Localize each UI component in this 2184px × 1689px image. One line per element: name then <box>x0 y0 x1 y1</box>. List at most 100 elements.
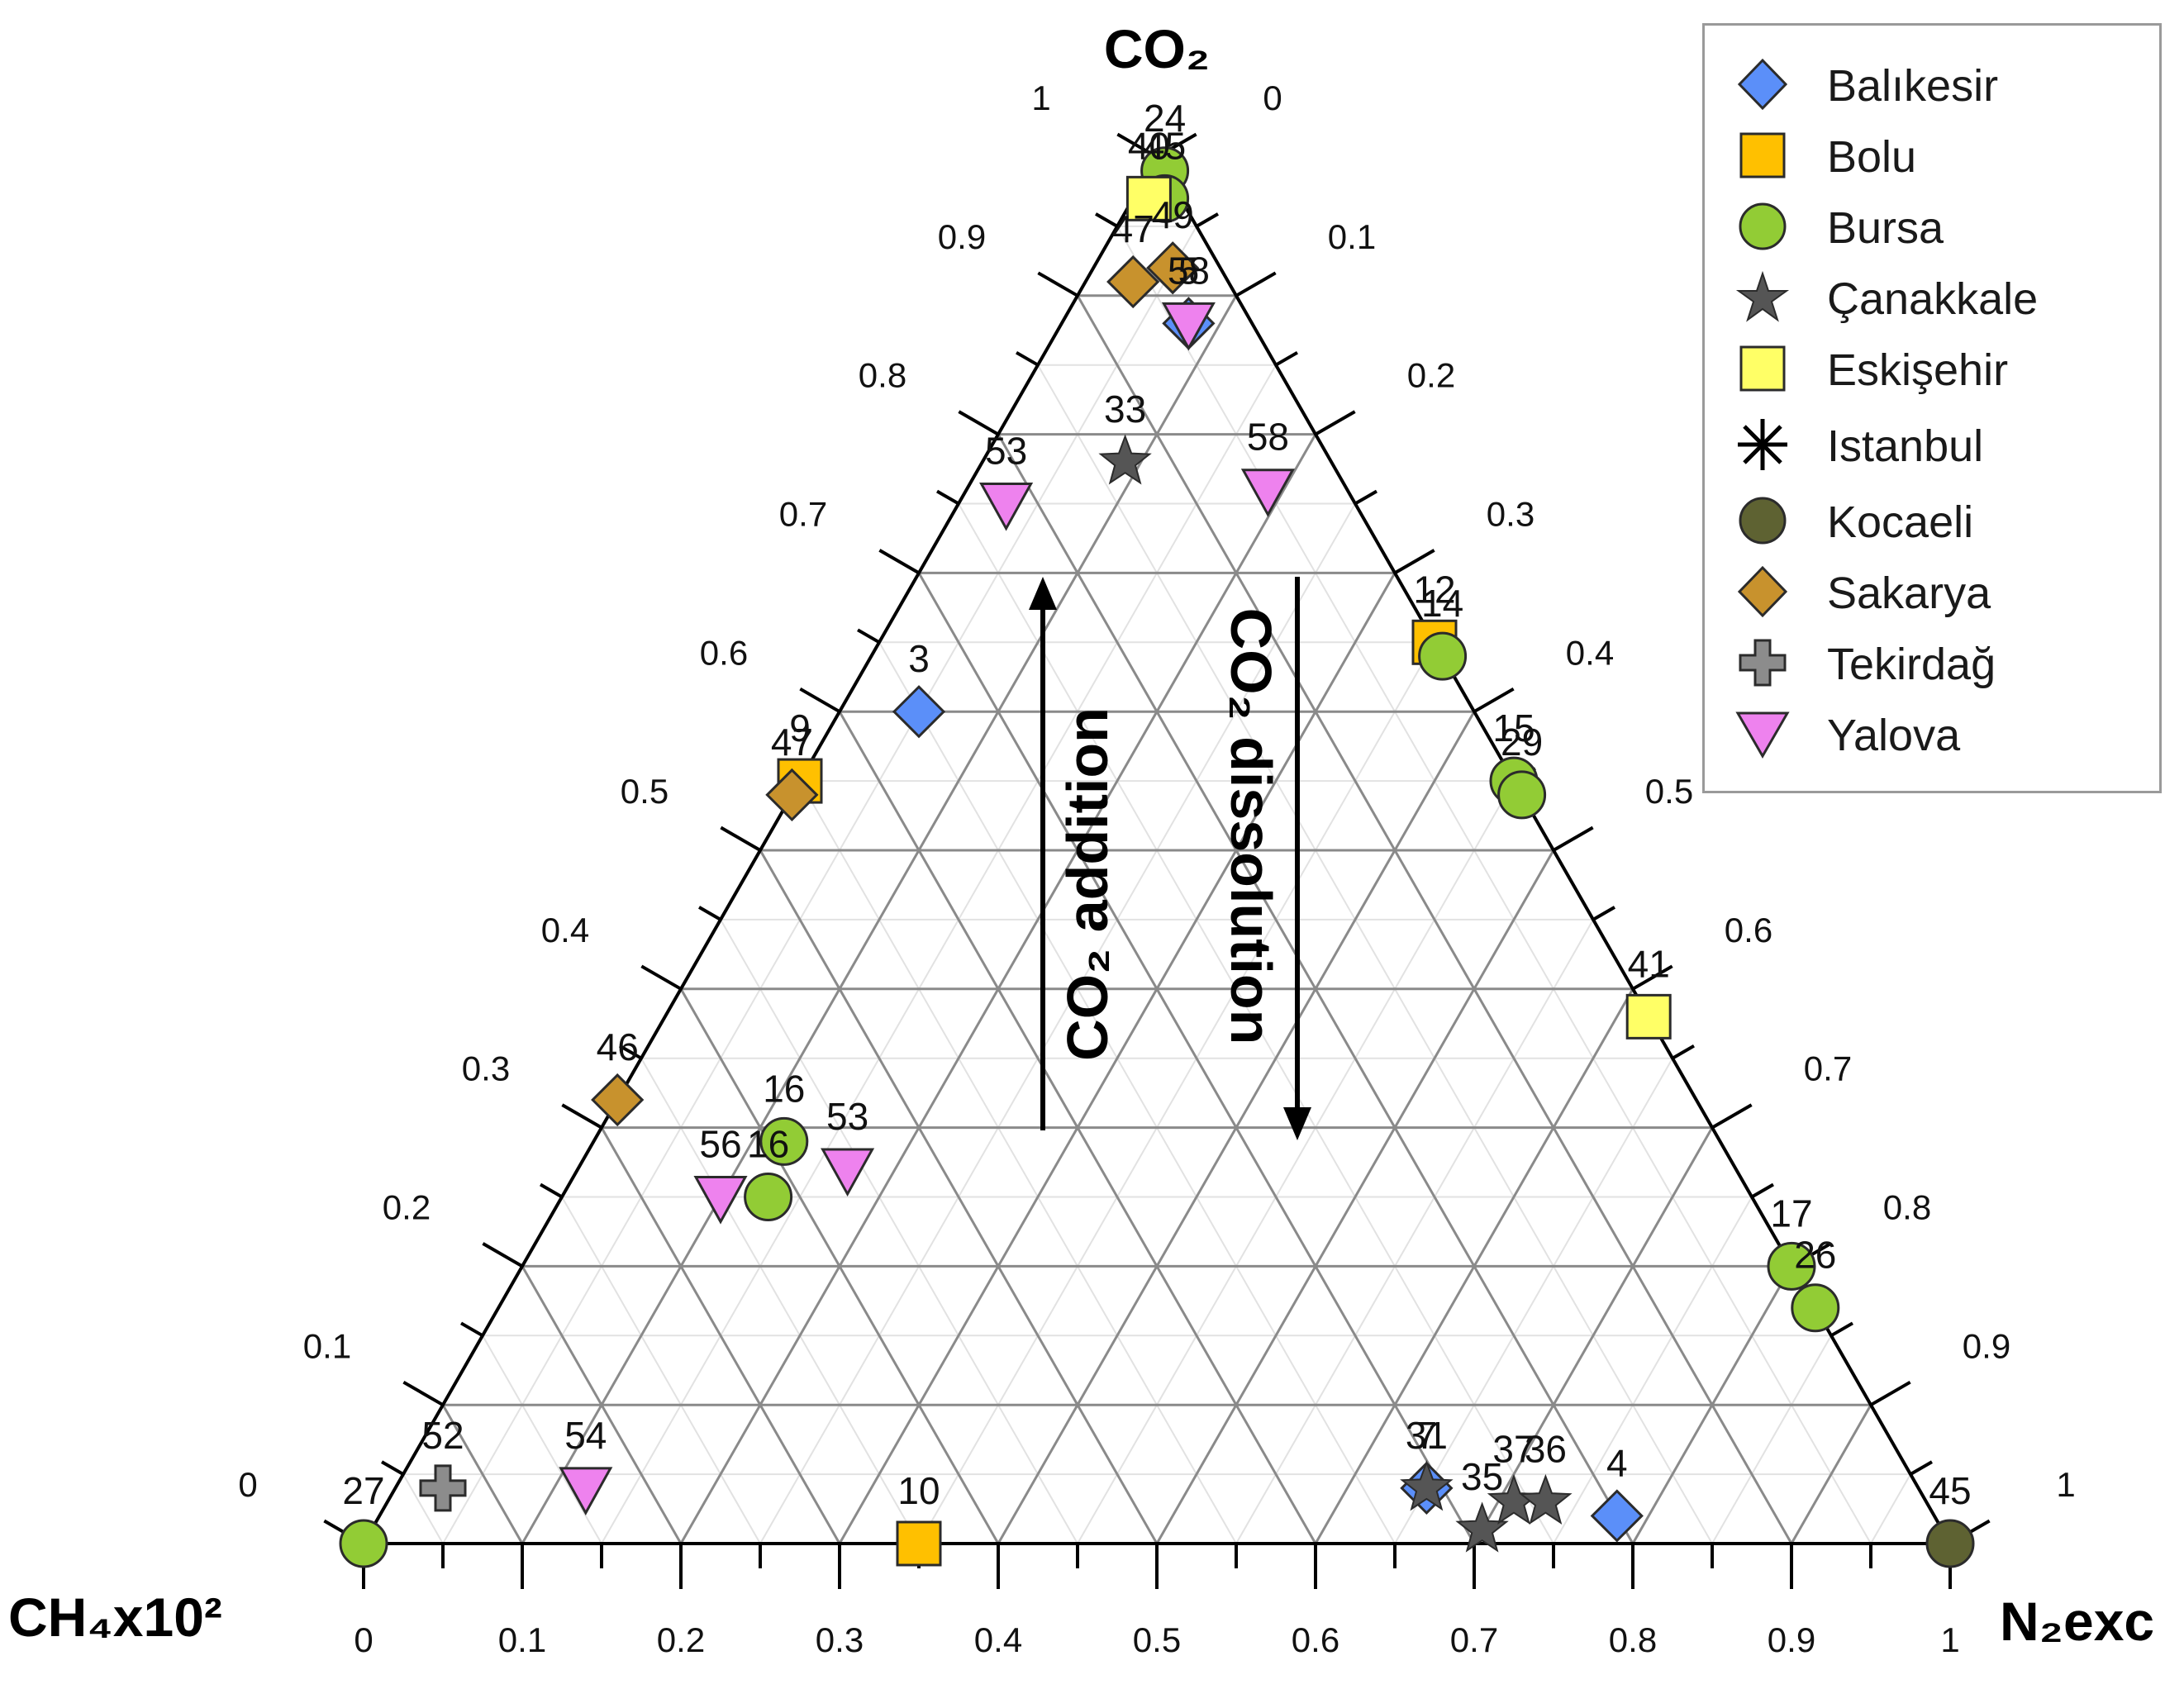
legend-item-bolu: Bolu <box>1705 120 2159 186</box>
legend-item-canakkale: Çanakkale <box>1705 262 2159 328</box>
legend-item-kocaeli: Kocaeli <box>1705 485 2159 551</box>
left-tick <box>640 964 683 991</box>
point-label: 47 <box>1112 207 1154 250</box>
legend-label: Balıkesir <box>1827 61 1999 111</box>
left-tick-label: 0.8 <box>859 356 906 395</box>
point-yalova-58 <box>1161 302 1216 351</box>
point-label: 24 <box>1144 97 1186 140</box>
left-tick-label: 0.3 <box>462 1049 510 1088</box>
point-anakkale-31 <box>1400 1460 1454 1511</box>
right-tick-label: 0.9 <box>1963 1326 2010 1365</box>
legend-item-yalova: Yalova <box>1705 698 2159 764</box>
circle-marker-icon <box>1739 497 1787 545</box>
right-tick-label: 0.2 <box>1407 356 1455 395</box>
left-tick <box>857 628 881 645</box>
minor-grid-line <box>1553 1197 1753 1544</box>
right-tick <box>1314 410 1356 436</box>
right-tick-label: 1 <box>2056 1465 2075 1504</box>
left-tick <box>460 1321 484 1338</box>
diamond-marker-icon <box>1737 565 1788 618</box>
point-bursa-27 <box>339 1519 388 1568</box>
bottom-tick-label: 1 <box>1940 1620 1959 1659</box>
minor-grid-line <box>1116 226 1872 1544</box>
co2-dissolution-label: CO₂ dissolution <box>1219 608 1283 1045</box>
point-bursa-17 <box>1767 1241 1816 1291</box>
bottom-tick-label: 0.1 <box>498 1620 546 1659</box>
legend-label: Tekirdağ <box>1827 640 1996 689</box>
point-label: 52 <box>421 1414 464 1457</box>
point-label: 36 <box>1525 1428 1567 1471</box>
bottom-tick-label: 0.8 <box>1609 1620 1657 1659</box>
star-marker-icon <box>1735 270 1790 322</box>
minor-grid-line <box>640 1058 920 1544</box>
left-tick <box>878 549 921 575</box>
point-label: 58 <box>1168 249 1210 292</box>
minor-grid-line <box>482 1335 602 1544</box>
major-grid-line <box>1790 1404 1872 1544</box>
right-tick <box>1750 1182 1774 1199</box>
right-tick <box>1631 964 1673 991</box>
point-yalova-54 <box>559 1467 613 1515</box>
right-tick <box>1909 1460 1933 1476</box>
point-label: 31 <box>1406 1414 1448 1457</box>
point-label: 47 <box>771 721 813 764</box>
minor-grid-line <box>402 1473 444 1544</box>
left-tick <box>698 906 722 921</box>
point-balkesir-4 <box>1590 1489 1644 1543</box>
point-label: 40 <box>1128 124 1170 167</box>
minor-grid-line <box>442 226 1197 1544</box>
left-tick <box>619 1044 643 1060</box>
point-label: 4 <box>1606 1441 1628 1484</box>
point-label: 37 <box>1492 1428 1535 1471</box>
major-grid-line <box>917 572 1476 1544</box>
left-tick <box>482 1242 524 1268</box>
minor-grid-line <box>1037 364 1713 1544</box>
co2-addition-arrow <box>1029 577 1057 1130</box>
point-label: 12 <box>1413 568 1455 611</box>
right-tick <box>1830 1321 1853 1338</box>
minor-grid-line <box>958 503 1554 1544</box>
left-tick <box>561 1103 603 1130</box>
right-tick <box>1671 1044 1695 1060</box>
legend-label: Çanakkale <box>1827 274 2039 324</box>
legend-item-sakarya: Sakarya <box>1705 556 2159 622</box>
axis-title-co2: CO₂ <box>1104 18 1210 79</box>
minor-grid-line <box>1077 780 1515 1544</box>
point-anakkale-33 <box>1098 434 1152 485</box>
major-grid-line <box>441 1404 524 1544</box>
minor-grid-line <box>1870 1473 1911 1544</box>
legend-label: Yalova <box>1827 711 1961 760</box>
point-label: 7 <box>1416 1414 1438 1457</box>
minor-grid-line <box>799 780 1237 1544</box>
point-label: 9 <box>789 707 811 749</box>
point-bolu-10 <box>896 1520 942 1567</box>
left-tick-label: 0.6 <box>700 633 748 672</box>
cross-marker-icon <box>1739 639 1787 687</box>
left-tick <box>402 1380 445 1406</box>
left-tick-label: 0.9 <box>938 217 986 256</box>
bottom-tick-label: 0.5 <box>1133 1620 1181 1659</box>
legend-label: Bolu <box>1827 132 1917 182</box>
right-tick <box>1711 1103 1753 1130</box>
right-tick-label: 0.6 <box>1725 911 1772 949</box>
bottom-tick-label: 0.6 <box>1292 1620 1339 1659</box>
bottom-tick-label: 0.2 <box>657 1620 705 1659</box>
right-tick-label: 0.8 <box>1883 1187 1931 1226</box>
right-tick-label: 0.4 <box>1566 633 1614 672</box>
axis-title-n2exc: N₂exc <box>2000 1591 2154 1652</box>
point-bursa-14 <box>1418 631 1468 681</box>
square-marker-icon <box>1739 132 1786 178</box>
minor-grid-line <box>878 641 1396 1544</box>
legend-label: Kocaeli <box>1827 497 1974 547</box>
point-sakarya-49 <box>1146 241 1200 295</box>
minor-grid-line <box>918 641 1435 1544</box>
left-tick-label: 0.1 <box>303 1326 351 1365</box>
point-label: 49 <box>1152 193 1194 236</box>
tick-labels: 0 0 1 0.1 0.1 0.9 0.2 0.2 0.8 0.3 0.3 0.7 0.4 0.4 0.6 0… <box>238 79 2075 1659</box>
left-tick-label: 0.5 <box>621 772 669 811</box>
square-marker-icon <box>1739 345 1786 392</box>
bottom-tick-label: 0.4 <box>974 1620 1022 1659</box>
right-tick <box>1393 549 1435 575</box>
point-yalova-58 <box>1240 469 1295 517</box>
legend-item-istanbul: Istanbul <box>1705 409 2159 475</box>
